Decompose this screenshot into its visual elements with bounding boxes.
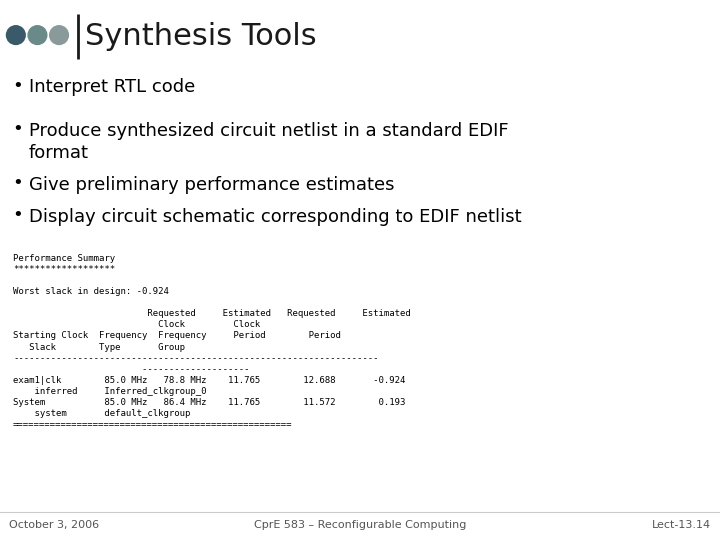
Text: Display circuit schematic corresponding to EDIF netlist: Display circuit schematic corresponding …	[29, 208, 521, 226]
Text: Performance Summary
*******************

Worst slack in design: -0.924

        : Performance Summary ******************* …	[13, 254, 410, 429]
Text: Produce synthesized circuit netlist in a standard EDIF
format: Produce synthesized circuit netlist in a…	[29, 122, 508, 161]
Ellipse shape	[6, 26, 25, 44]
Text: Synthesis Tools: Synthesis Tools	[85, 22, 317, 51]
Text: Interpret RTL code: Interpret RTL code	[29, 78, 195, 96]
Text: CprE 583 – Reconfigurable Computing: CprE 583 – Reconfigurable Computing	[254, 520, 466, 530]
Text: October 3, 2006: October 3, 2006	[9, 520, 99, 530]
Text: •: •	[13, 77, 23, 94]
Text: •: •	[13, 206, 23, 224]
Text: Give preliminary performance estimates: Give preliminary performance estimates	[29, 176, 395, 193]
Ellipse shape	[50, 26, 68, 44]
Text: •: •	[13, 174, 23, 192]
Text: Lect-13.14: Lect-13.14	[652, 520, 711, 530]
Ellipse shape	[28, 26, 47, 44]
Text: •: •	[13, 120, 23, 138]
